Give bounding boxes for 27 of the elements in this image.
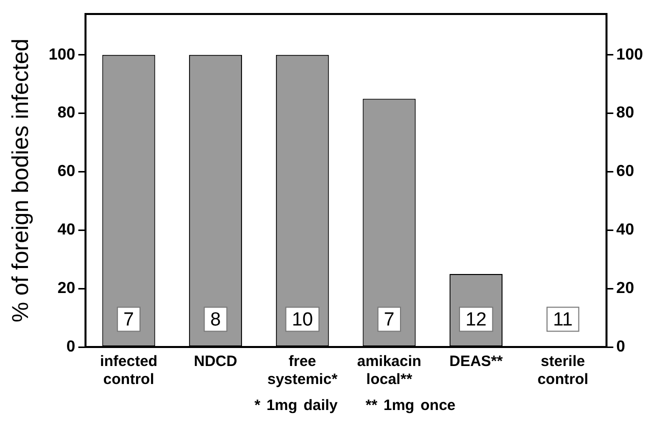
x-tick-label: amikacin local** (357, 353, 422, 388)
annotation: 8 (210, 309, 221, 330)
y-tick-label: 20 (58, 280, 76, 297)
annotation: 7 (123, 309, 134, 330)
y-tick-label: 40 (58, 222, 76, 239)
y-tick-label: 80 (58, 104, 76, 122)
y2-tick-label: 80 (616, 104, 634, 122)
x-tick-label: free systemic* (267, 353, 338, 388)
text: ** 1mg once (366, 397, 456, 414)
y-tick-label: 60 (58, 163, 76, 180)
y2-tick-label: 100 (616, 46, 644, 64)
text: * 1mg daily (254, 397, 338, 414)
y2-tick-label: 40 (616, 222, 634, 239)
y-axis-title: % of foreign bodies infected (7, 38, 34, 322)
y2-tick-label: 0 (616, 338, 626, 356)
x-tick-label: NDCD (194, 353, 238, 370)
annotation: 7 (384, 309, 395, 330)
x-tick-label: sterile control (537, 353, 588, 388)
annotation: 12 (465, 309, 487, 330)
x-tick-label: DEAS** (449, 353, 503, 370)
x-tick-label: infected control (100, 353, 158, 388)
y-tick-label: 0 (66, 338, 76, 356)
y2-tick-label: 60 (616, 163, 634, 180)
annotation: 10 (292, 309, 313, 330)
y2-tick-label: 20 (616, 280, 634, 297)
y-tick-label: 100 (48, 46, 76, 64)
annotation: 11 (553, 309, 573, 330)
